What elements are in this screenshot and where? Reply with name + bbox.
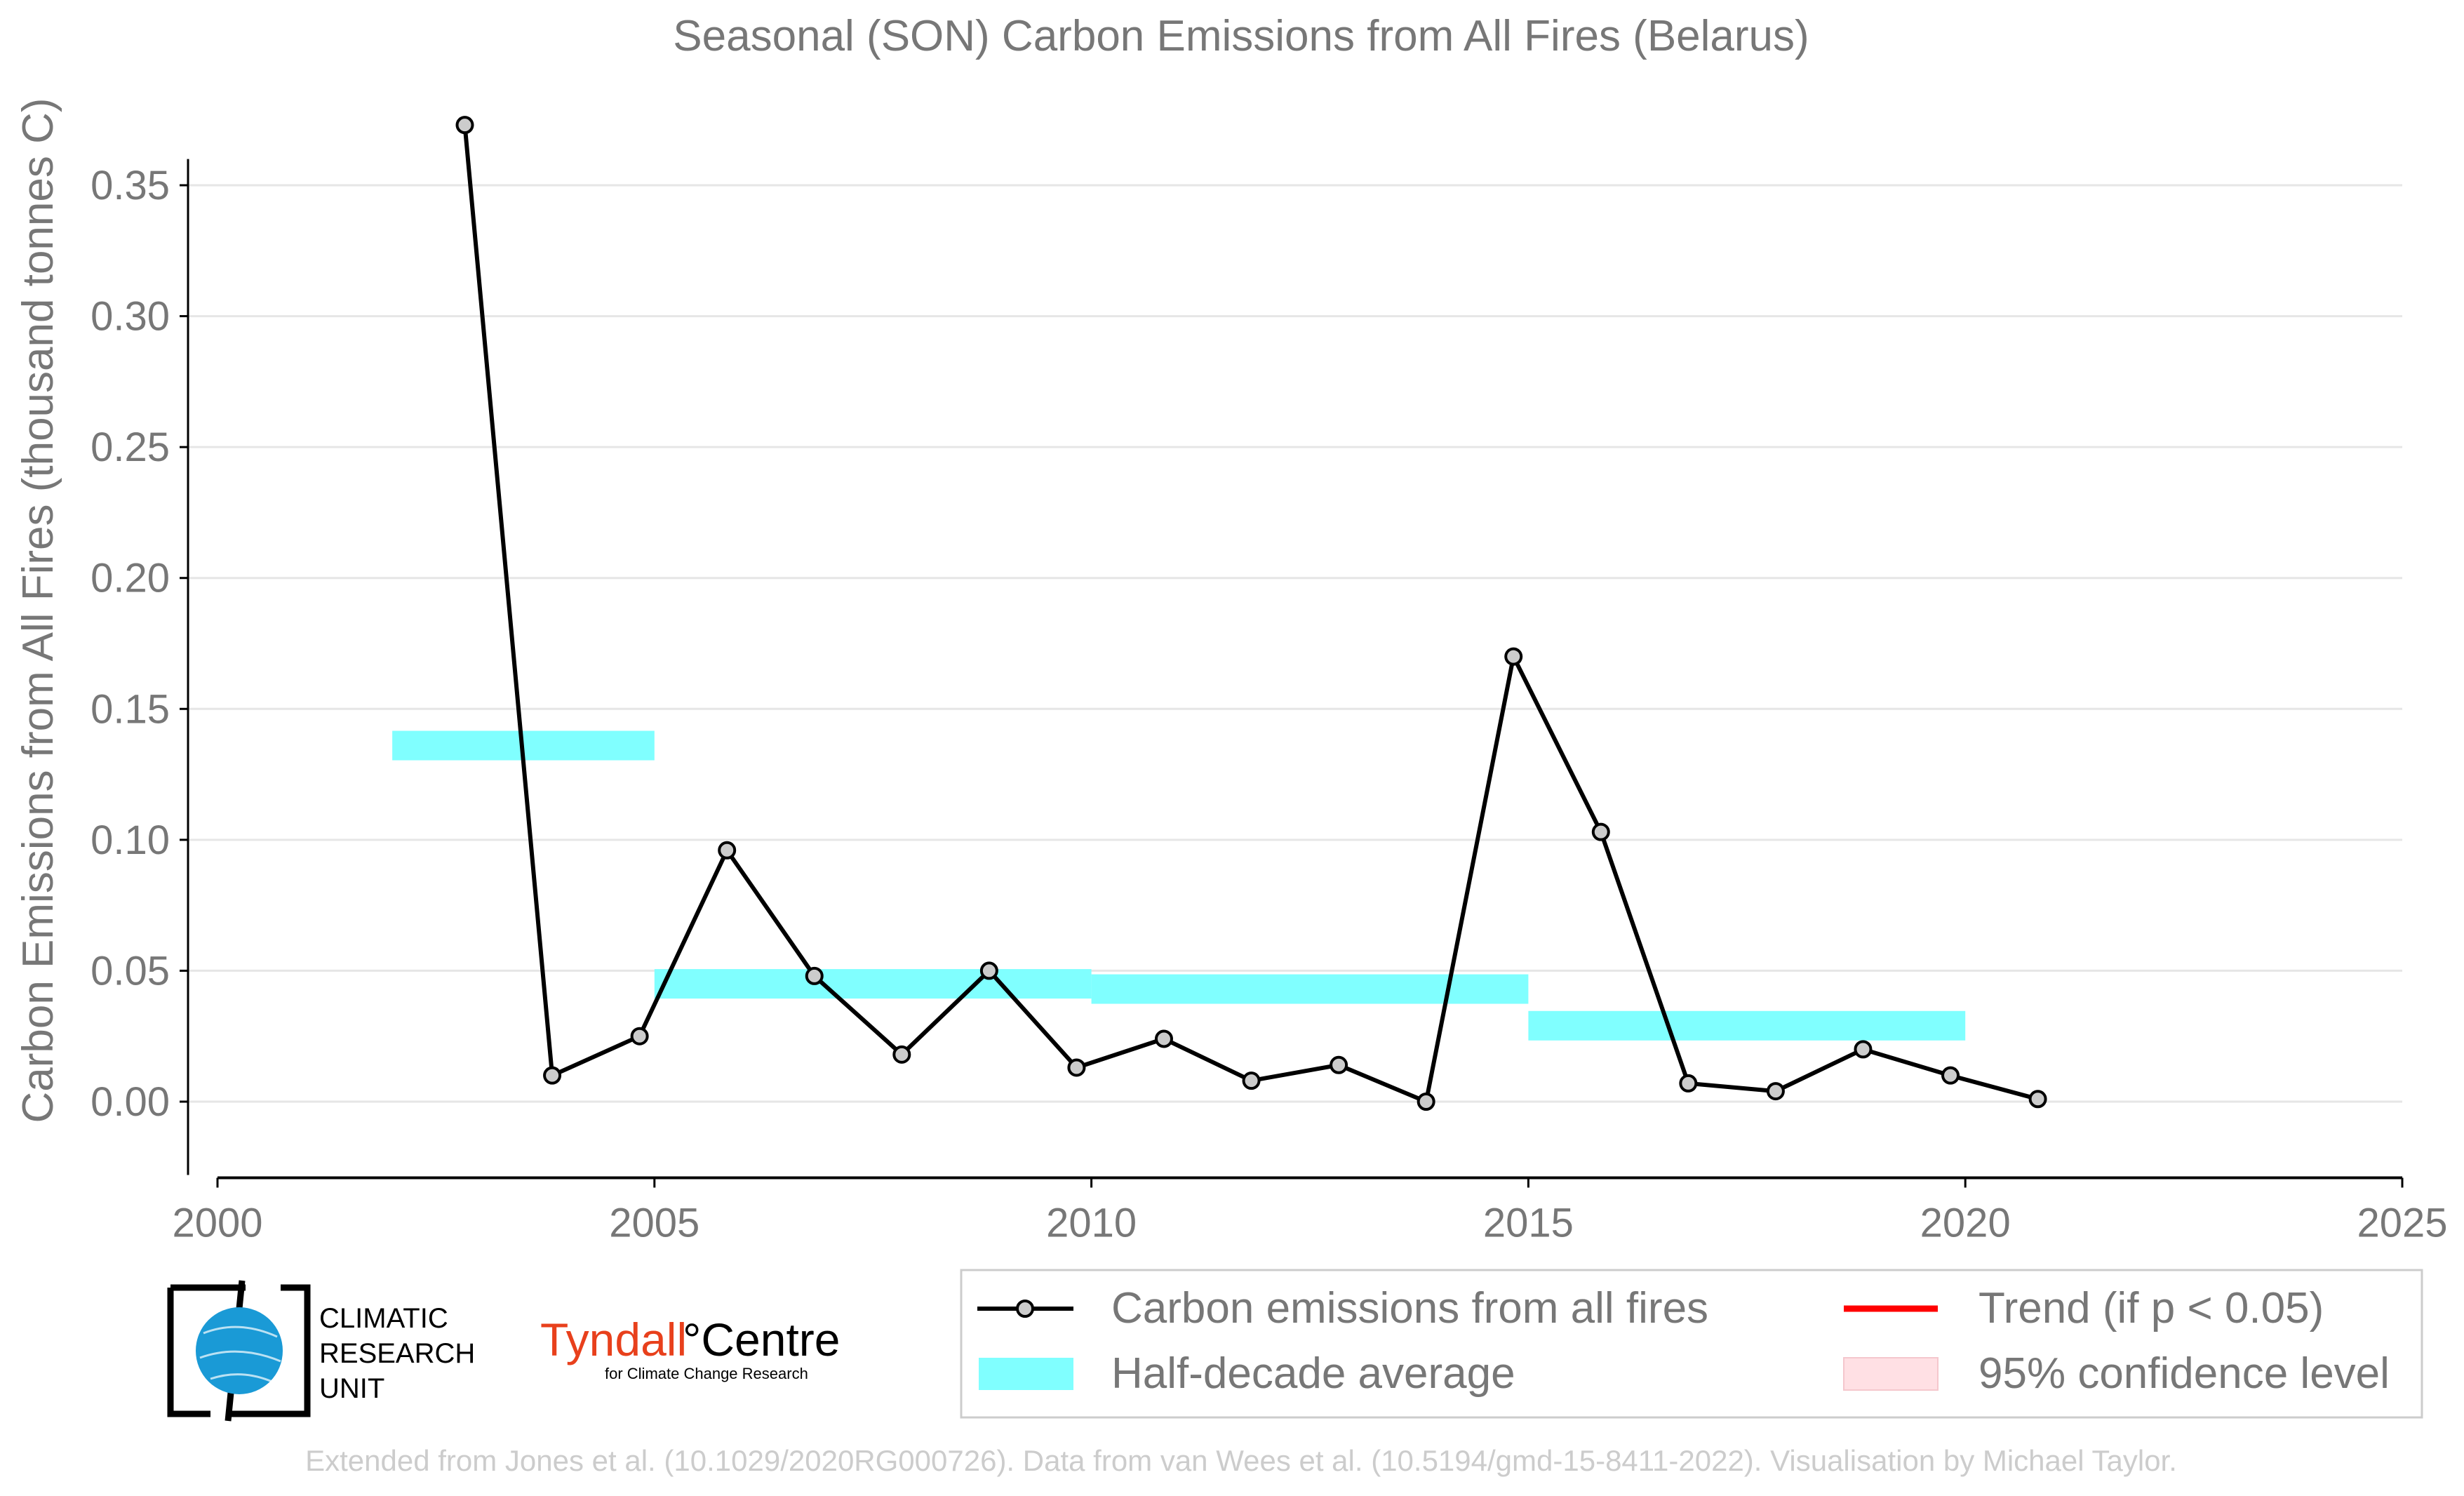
half-decade-bar	[1091, 974, 1529, 1004]
data-point	[979, 961, 998, 980]
data-point	[543, 1066, 562, 1085]
cru-logo: CLIMATIC RESEARCH UNIT	[167, 1280, 475, 1422]
legend-patch-confidence	[1843, 1357, 1939, 1391]
footer-credit: Extended from Jones et al. (10.1029/2020…	[305, 1444, 2177, 1477]
x-tick-label: 2020	[1920, 1200, 2011, 1245]
y-tick-label: 0.10	[91, 817, 170, 863]
legend-label-half-decade: Half-decade average	[1111, 1349, 1515, 1398]
chart-title: Seasonal (SON) Carbon Emissions from All…	[673, 12, 1809, 60]
tyndall-name-part1: Tyndall	[540, 1314, 687, 1365]
y-tick-label: 0.15	[91, 686, 170, 732]
data-point	[630, 1027, 649, 1046]
tyndall-name-part2: °Centre	[683, 1314, 841, 1365]
y-tick-label: 0.30	[91, 294, 170, 340]
data-point	[1591, 822, 1610, 841]
x-tick-label: 2005	[609, 1200, 699, 1245]
half-decade-bar	[654, 969, 1092, 999]
y-tick-label: 0.05	[91, 948, 170, 994]
legend-label-confidence: 95% confidence level	[1978, 1349, 2390, 1398]
half-decade-bar	[1528, 1010, 1966, 1041]
y-tick-label: 0.35	[91, 163, 170, 208]
tyndall-tagline: for Climate Change Research	[605, 1365, 808, 1382]
y-ticks: 0.00 0.05 0.10 0.15 0.20 0.25 0.30 0.35	[91, 163, 188, 1125]
legend-label-emissions: Carbon emissions from all fires	[1111, 1284, 1708, 1333]
data-point	[2028, 1090, 2047, 1109]
data-point	[1766, 1082, 1785, 1101]
data-point	[805, 966, 824, 985]
data-point	[1154, 1029, 1173, 1048]
data-point	[892, 1045, 911, 1064]
x-ticks: 2000 2005 2010 2015 2020 2025	[172, 1177, 2448, 1245]
series-line	[462, 124, 2039, 1104]
cru-bracket-right	[232, 1284, 311, 1417]
data-point	[718, 841, 737, 860]
axes	[187, 159, 2402, 1180]
half-decade-average-bars	[392, 730, 1966, 1041]
y-tick-label: 0.25	[91, 425, 170, 470]
data-point	[1417, 1093, 1435, 1111]
gridlines	[188, 184, 2402, 1103]
x-tick-label: 2000	[172, 1200, 262, 1245]
data-point	[1854, 1040, 1873, 1059]
cru-line2: RESEARCH	[319, 1338, 475, 1369]
legend: Carbon emissions from all fires Trend (i…	[960, 1269, 2423, 1419]
data-point	[1067, 1058, 1086, 1077]
data-point	[1941, 1066, 1960, 1085]
cru-line3: UNIT	[319, 1373, 384, 1404]
y-axis-label: Carbon Emissions from All Fires (thousan…	[14, 98, 62, 1123]
data-point	[1679, 1074, 1698, 1093]
data-point	[1504, 647, 1523, 666]
legend-marker-emissions	[1016, 1300, 1034, 1318]
emissions-series	[455, 116, 2047, 1111]
x-tick-label: 2010	[1046, 1200, 1137, 1245]
legend-box	[960, 1269, 2423, 1419]
y-tick-label: 0.00	[91, 1079, 170, 1125]
data-point	[1330, 1055, 1348, 1074]
data-point	[1242, 1071, 1261, 1090]
legend-patch-half-decade	[979, 1358, 1073, 1390]
tyndall-logo: Tyndall °Centre for Climate Change Resea…	[540, 1314, 841, 1382]
legend-label-trend: Trend (if p < 0.05)	[1978, 1284, 2324, 1333]
data-point	[455, 116, 474, 135]
x-tick-label: 2015	[1483, 1200, 1574, 1245]
globe-lines-icon	[199, 1325, 281, 1384]
cru-line1: CLIMATIC	[319, 1303, 448, 1334]
cru-bracket-left	[167, 1284, 246, 1417]
x-tick-label: 2025	[2357, 1200, 2447, 1245]
y-tick-label: 0.20	[91, 556, 170, 601]
